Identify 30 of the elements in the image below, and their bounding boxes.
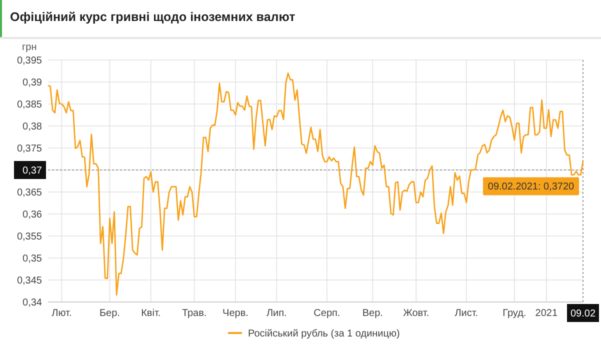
y-tick-label: 0,37 — [22, 166, 42, 176]
x-tick-label: Лист. — [454, 308, 478, 319]
y-tick-label: 0,35 — [22, 254, 42, 264]
x-tick-label: 09.02 — [570, 308, 596, 320]
x-tick-label: Вер. — [362, 308, 383, 319]
x-tick-label: Груд. — [502, 308, 526, 319]
y-tick-label: 0,395 — [16, 56, 42, 66]
x-tick-label: Жовт. — [403, 308, 430, 319]
line-series — [47, 72, 584, 296]
x-tick-label: Бер. — [99, 308, 120, 319]
x-tick-label: Лип. — [266, 308, 287, 319]
y-tick-label: 0,345 — [16, 276, 42, 286]
y-tick-label: 0,34 — [22, 298, 42, 308]
annotation: 09.02.2021: 0,3720 — [488, 182, 575, 193]
legend-label: Російський рубль (за 1 одиницю) — [248, 328, 400, 340]
y-tick-label: 0,36 — [22, 210, 42, 220]
x-tick-label: 2021 — [535, 308, 558, 319]
y-tick-label: 0,39 — [22, 78, 42, 88]
y-tick-label: 0,355 — [16, 232, 42, 242]
y-axis-title: грн — [22, 42, 37, 53]
x-tick-label: Трав. — [182, 308, 207, 319]
y-tick-label: 0,375 — [16, 144, 42, 154]
x-tick-label: Серп. — [314, 308, 340, 319]
x-tick-label: Лют. — [52, 308, 72, 319]
y-tick-label: 0,365 — [16, 188, 42, 198]
chart-title: Офіційний курс гривні щодо іноземних валют — [10, 10, 296, 24]
y-tick-label: 0,385 — [16, 100, 42, 110]
x-tick-label: Черв. — [222, 308, 248, 319]
x-tick-label: Квіт. — [141, 308, 161, 319]
y-tick-label: 0,38 — [22, 122, 42, 132]
